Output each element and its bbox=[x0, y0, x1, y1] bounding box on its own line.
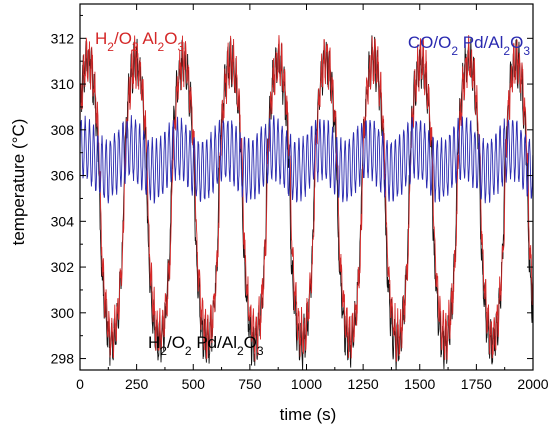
x-tick-label: 0 bbox=[76, 376, 84, 392]
series-name-0: H2/O2 Al2O3 bbox=[95, 29, 184, 54]
y-tick-label: 308 bbox=[51, 122, 75, 138]
x-tick-label: 1750 bbox=[461, 376, 492, 392]
x-tick-label: 1000 bbox=[291, 376, 322, 392]
x-tick-label: 750 bbox=[238, 376, 262, 392]
series-line-2 bbox=[80, 115, 533, 204]
x-tick-label: 1500 bbox=[404, 376, 435, 392]
y-axis-label: temperature (°C) bbox=[9, 119, 28, 246]
x-tick-label: 500 bbox=[182, 376, 206, 392]
y-tick-label: 302 bbox=[51, 259, 75, 275]
y-tick-label: 304 bbox=[51, 213, 75, 229]
annotation-layer: H2/O2 Al2O3 H2/O2 Pd/Al2O3 CO/O2 Pd/Al2O3 bbox=[95, 29, 530, 358]
axes-layer: 0 250 500 750 1000 1250 1500 1750 2000 298 300 302 3… bbox=[51, 3, 549, 392]
x-tick-label: 2000 bbox=[517, 376, 548, 392]
y-tick-label: 312 bbox=[51, 30, 75, 46]
series-layer bbox=[80, 35, 533, 370]
series-line-0 bbox=[80, 35, 533, 362]
y-tick-label: 300 bbox=[51, 305, 75, 321]
x-tick-label: 1250 bbox=[348, 376, 379, 392]
x-tick-label: 250 bbox=[125, 376, 149, 392]
y-tick-label: 310 bbox=[51, 76, 75, 92]
series-name-2: CO/O2 Pd/Al2O3 bbox=[408, 33, 530, 58]
x-axis-label: time (s) bbox=[280, 405, 337, 424]
y-tick-label: 306 bbox=[51, 168, 75, 184]
series-name-1: H2/O2 Pd/Al2O3 bbox=[148, 333, 264, 358]
y-tick-label: 298 bbox=[51, 351, 75, 367]
